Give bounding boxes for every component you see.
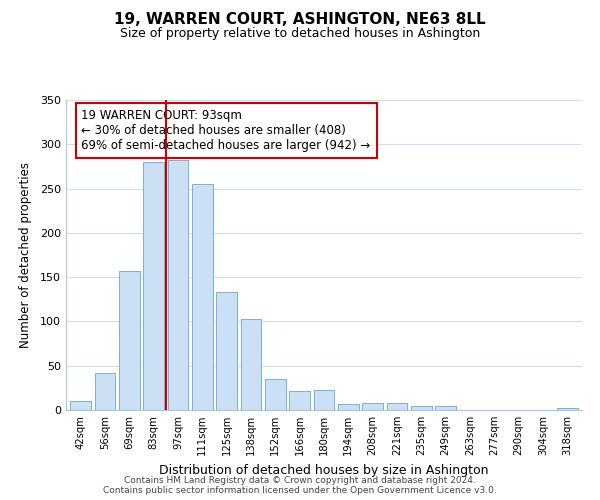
Bar — [289, 390, 310, 410]
Bar — [167, 160, 188, 410]
Text: Size of property relative to detached houses in Ashington: Size of property relative to detached ho… — [120, 28, 480, 40]
Bar — [338, 404, 359, 410]
Bar — [241, 319, 262, 410]
Bar — [192, 184, 212, 410]
Bar — [70, 401, 91, 410]
Bar — [119, 271, 140, 410]
Text: 19 WARREN COURT: 93sqm
← 30% of detached houses are smaller (408)
69% of semi-de: 19 WARREN COURT: 93sqm ← 30% of detached… — [82, 110, 371, 152]
Bar — [265, 379, 286, 410]
Text: Contains HM Land Registry data © Crown copyright and database right 2024.: Contains HM Land Registry data © Crown c… — [124, 476, 476, 485]
Text: 19, WARREN COURT, ASHINGTON, NE63 8LL: 19, WARREN COURT, ASHINGTON, NE63 8LL — [114, 12, 486, 28]
Text: Contains public sector information licensed under the Open Government Licence v3: Contains public sector information licen… — [103, 486, 497, 495]
X-axis label: Distribution of detached houses by size in Ashington: Distribution of detached houses by size … — [159, 464, 489, 476]
Bar — [386, 403, 407, 410]
Bar — [143, 162, 164, 410]
Bar — [216, 292, 237, 410]
Bar — [314, 390, 334, 410]
Bar — [95, 373, 115, 410]
Y-axis label: Number of detached properties: Number of detached properties — [19, 162, 32, 348]
Bar — [557, 408, 578, 410]
Bar — [436, 406, 456, 410]
Bar — [362, 403, 383, 410]
Bar — [411, 406, 432, 410]
